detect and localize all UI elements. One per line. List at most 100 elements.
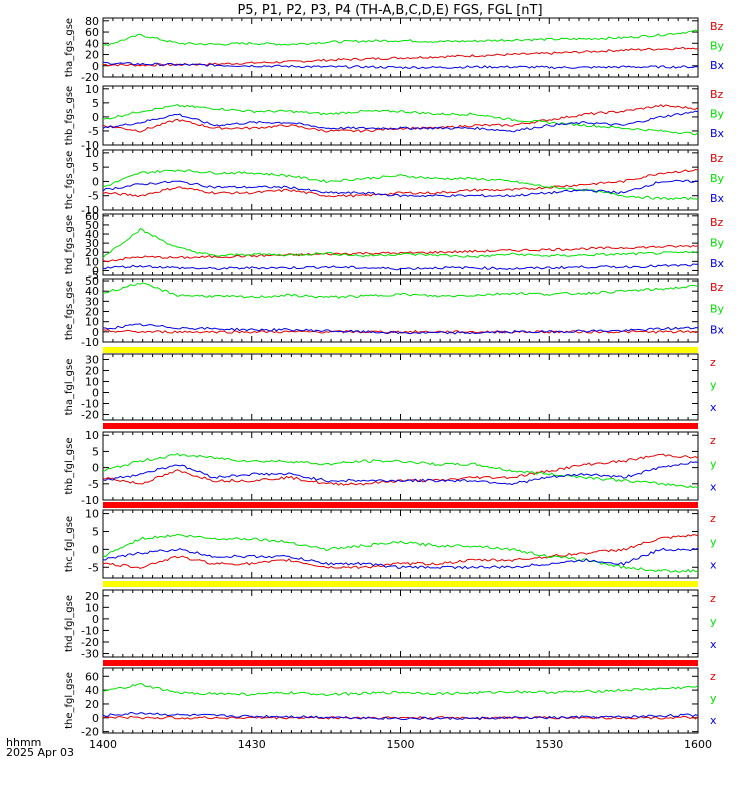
y-tick-label: -5 [88, 125, 99, 138]
y-axis-label: thb_fgl_gse [64, 438, 75, 495]
series-line-Bx [102, 263, 698, 271]
series-line-Bx [102, 61, 699, 70]
y-tick-label: 0 [92, 264, 99, 277]
panel-frame [102, 85, 699, 146]
legend-Bx: Bx [710, 127, 725, 140]
y-tick-label: 60 [85, 210, 99, 223]
legend-x: x [710, 638, 717, 651]
y-tick-label: 10 [85, 316, 99, 329]
series-line-Bz [102, 168, 699, 198]
legend-y: y [710, 615, 717, 628]
y-tick-label: 30 [85, 354, 99, 367]
series-line-x [102, 547, 699, 570]
y-axis-label: thb_fgs_gse [64, 86, 75, 145]
y-tick-label: 0 [92, 175, 99, 188]
y-tick-label: -5 [88, 269, 99, 282]
y-tick-label: 10 [85, 147, 99, 160]
time-label: hhmm [6, 736, 41, 749]
legend-Bx: Bx [710, 59, 725, 72]
series-line-Bz [102, 46, 699, 67]
y-axis-label: thd_fgl_gse [64, 595, 75, 652]
legend-Bx: Bx [710, 257, 725, 270]
y-tick-label: 10 [85, 83, 99, 96]
legend-Bz: Bz [710, 88, 724, 101]
status-bar-thc_fgl_gse [103, 502, 698, 508]
y-tick-label: 30 [85, 295, 99, 308]
y-tick-label: 40 [85, 285, 99, 298]
y-axis-label: thc_fgs_gse [64, 151, 75, 210]
panel-frame [102, 149, 699, 211]
legend-By: By [710, 302, 725, 315]
y-tick-label: 10 [85, 376, 99, 389]
x-tick-label: 1600 [684, 738, 712, 751]
legend-y: y [710, 379, 717, 392]
y-tick-label: -20 [81, 726, 99, 739]
legend-y: y [710, 692, 717, 705]
y-tick-label: 30 [85, 237, 99, 250]
status-bar-the_fgl_gse [103, 660, 698, 666]
series-line-z [102, 715, 699, 720]
legend-z: z [710, 512, 716, 525]
legend-By: By [710, 108, 725, 121]
y-tick-label: -5 [88, 478, 99, 491]
y-tick-label: -10 [81, 624, 99, 637]
y-tick-label: -10 [81, 139, 99, 152]
x-tick-label: 1430 [238, 738, 266, 751]
legend-x: x [710, 401, 717, 414]
y-tick-label: 0 [92, 613, 99, 626]
legend-Bz: Bz [710, 216, 724, 229]
y-axis-label: the_fgl_gse [64, 672, 75, 729]
y-tick-label: 10 [85, 255, 99, 268]
y-tick-label: 0 [92, 462, 99, 475]
series-line-Bx [102, 323, 699, 335]
legend-x: x [710, 559, 717, 572]
status-bar-tha_fgl_gse [103, 347, 698, 353]
panel-thb_fgl_gse: 10 5 0 -5 -10 thb_fgl_gse zyx [64, 423, 717, 507]
legend-z: z [710, 670, 716, 683]
series-line-Bx [102, 110, 699, 133]
time-axis: 1400 1430 1500 1530 1600 [89, 738, 712, 751]
legend-Bz: Bz [710, 152, 724, 165]
y-tick-label: 0 [92, 60, 99, 73]
series-line-x [102, 461, 699, 486]
y-tick-label: 10 [85, 429, 99, 442]
series-line-Bz [102, 329, 699, 334]
y-tick-label: 20 [85, 246, 99, 259]
series-line-y [102, 452, 699, 489]
y-tick-label: 40 [85, 37, 99, 50]
y-tick-label: -30 [81, 648, 99, 661]
panel-thc_fgl_gse: 10 5 0 -5 thc_fgl_gse zyx [64, 502, 717, 579]
legend-y: y [710, 457, 717, 470]
date-label: 2025 Apr 03 [6, 746, 74, 759]
y-tick-label: -20 [81, 636, 99, 649]
series-line-y [102, 682, 699, 697]
y-axis-label: the_fgs_gse [64, 281, 75, 340]
x-tick-label: 1530 [535, 738, 563, 751]
y-tick-label: 20 [85, 49, 99, 62]
panel-frame [102, 589, 699, 658]
series-line-x [102, 711, 699, 721]
y-tick-label: -10 [81, 494, 99, 507]
y-axis-label: tha_fgs_gse [64, 18, 75, 77]
series-line-Bz [102, 104, 699, 133]
series-line-By [102, 227, 699, 259]
y-tick-label: 20 [85, 306, 99, 319]
y-tick-label: 20 [85, 365, 99, 378]
legend-Bz: Bz [710, 281, 724, 294]
legend-y: y [710, 535, 717, 548]
y-axis-label: thd_fgs_gse [64, 215, 75, 274]
y-tick-label: 0 [92, 326, 99, 339]
y-tick-label: -5 [88, 190, 99, 203]
y-tick-label: 5 [92, 97, 99, 110]
series-line-By [102, 104, 699, 136]
series-line-z [102, 453, 699, 486]
legend-By: By [710, 236, 725, 249]
status-bar-thb_fgl_gse [103, 423, 698, 429]
